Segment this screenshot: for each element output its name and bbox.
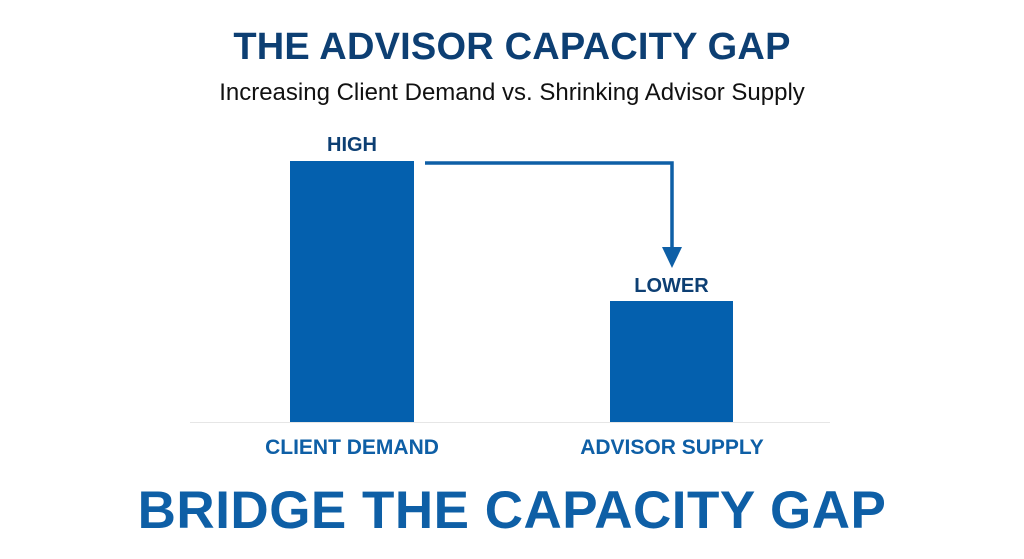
bar-value-label-advisor-supply: LOWER: [634, 275, 709, 297]
category-label-client-demand: CLIENT DEMAND: [265, 436, 439, 459]
category-label-advisor-supply: ADVISOR SUPPLY: [580, 436, 764, 459]
x-axis-baseline: [190, 422, 830, 423]
chart-title: THE ADVISOR CAPACITY GAP: [233, 26, 791, 68]
chart-subtitle: Increasing Client Demand vs. Shrinking A…: [219, 79, 805, 106]
bar-client-demand: [290, 161, 414, 422]
call-to-action-heading: BRIDGE THE CAPACITY GAP: [137, 481, 887, 540]
bar-advisor-supply: [610, 301, 733, 422]
bar-value-label-client-demand: HIGH: [327, 134, 377, 156]
